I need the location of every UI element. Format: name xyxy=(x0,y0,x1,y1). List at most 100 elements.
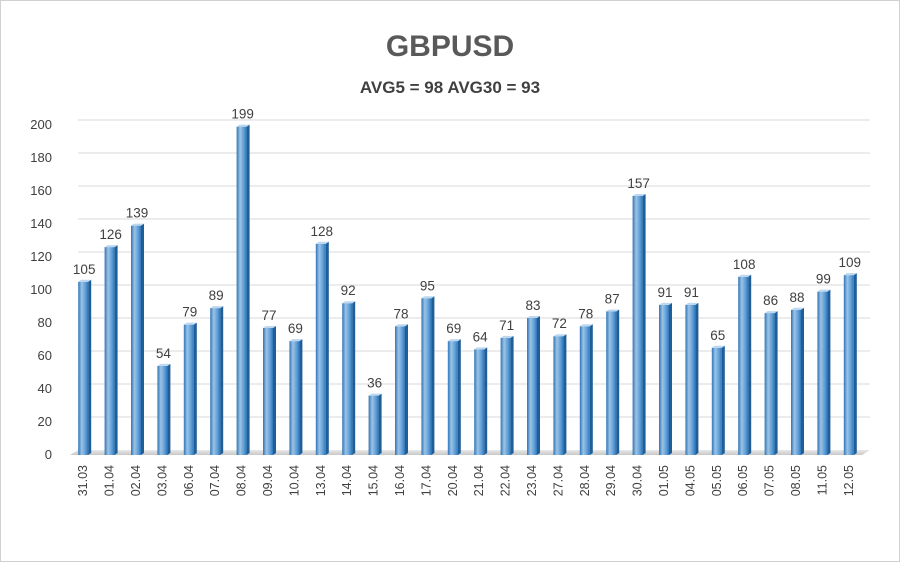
x-tick-label: 05.05 xyxy=(710,465,724,496)
bar-front xyxy=(764,313,775,455)
chart-title: GBPUSD xyxy=(385,30,515,63)
data-label: 128 xyxy=(311,224,334,239)
bar-front xyxy=(315,243,326,455)
bar-top xyxy=(263,325,276,328)
x-tick-label: 02.04 xyxy=(129,465,143,496)
x-tick-label: 12.05 xyxy=(842,465,856,496)
bar-top xyxy=(527,316,540,319)
bar-front xyxy=(78,281,89,455)
y-tick-label: 0 xyxy=(45,447,52,462)
bar-front xyxy=(711,347,722,455)
data-label: 65 xyxy=(710,328,725,343)
x-tick-label: 23.04 xyxy=(525,465,539,496)
data-label: 78 xyxy=(578,306,593,321)
x-tick-label: 21.04 xyxy=(472,465,486,496)
bar-front xyxy=(395,326,405,455)
bar-top xyxy=(659,302,672,305)
bar-top xyxy=(315,241,329,244)
bar xyxy=(131,223,144,455)
bar xyxy=(579,324,593,455)
y-tick-label: 120 xyxy=(30,249,52,264)
bar-top xyxy=(632,193,646,196)
bar xyxy=(289,339,303,455)
data-label: 92 xyxy=(341,283,356,298)
bar-side xyxy=(774,311,778,455)
x-tick-label: 04.05 xyxy=(683,465,697,496)
x-tick-label: 11.05 xyxy=(815,465,829,495)
bars xyxy=(78,124,857,456)
bar-top xyxy=(78,279,92,282)
bar xyxy=(157,363,171,455)
x-tick-label: 14.04 xyxy=(340,465,354,496)
bar-top xyxy=(500,335,514,338)
x-tick-label: 20.04 xyxy=(446,465,460,496)
bar-top xyxy=(791,307,804,310)
x-tick-label: 06.05 xyxy=(736,465,750,496)
bar-top xyxy=(817,289,831,292)
y-axis-ticks: 0 20 40 60 80 100 120 140 160 180 200 xyxy=(30,117,52,462)
bar-front xyxy=(527,318,537,455)
x-tick-label: 06.04 xyxy=(182,465,196,496)
x-tick-label: 27.04 xyxy=(551,465,565,496)
bar-front xyxy=(500,337,511,455)
bar xyxy=(395,324,408,455)
x-tick-label: 08.04 xyxy=(235,465,249,496)
bar-front xyxy=(843,275,854,455)
data-label: 83 xyxy=(525,298,540,313)
bar-front xyxy=(104,247,115,455)
data-label: 87 xyxy=(605,291,620,306)
bar-front xyxy=(606,311,617,455)
x-tick-label: 28.04 xyxy=(578,465,592,496)
data-label: 54 xyxy=(156,346,172,361)
x-tick-label: 17.04 xyxy=(419,465,433,496)
bar xyxy=(421,296,435,455)
bar-front xyxy=(685,304,696,455)
data-label: 91 xyxy=(684,285,699,300)
x-tick-label: 22.04 xyxy=(499,465,513,496)
bar-front xyxy=(447,341,458,455)
x-axis-labels: 31.03 01.04 02.04 03.04 06.04 07.04 08.04 09.04… xyxy=(76,465,856,496)
bar-front xyxy=(183,324,194,455)
bar-top xyxy=(131,223,144,226)
data-label: 77 xyxy=(261,308,276,323)
bar-side xyxy=(457,339,461,455)
bar xyxy=(606,309,620,455)
x-tick-label: 13.04 xyxy=(314,465,328,496)
bar-front xyxy=(738,276,749,455)
bar xyxy=(527,316,540,455)
data-label: 157 xyxy=(627,176,650,191)
data-label: 109 xyxy=(839,255,862,270)
data-label: 64 xyxy=(473,329,489,344)
data-label: 36 xyxy=(367,376,382,391)
bar-top xyxy=(764,311,778,314)
bar xyxy=(659,302,672,455)
bar-front xyxy=(579,326,590,455)
bar-side xyxy=(141,223,144,455)
data-label: 72 xyxy=(552,316,567,331)
bar-front xyxy=(474,349,485,455)
y-tick-label: 80 xyxy=(38,315,52,330)
bar xyxy=(263,325,276,455)
bar-top xyxy=(210,306,224,309)
bar-top xyxy=(606,309,620,312)
bar xyxy=(368,393,382,455)
bar-top xyxy=(738,274,752,277)
x-tick-label: 31.03 xyxy=(76,465,90,496)
bar xyxy=(738,274,752,455)
bar xyxy=(447,339,461,455)
bar xyxy=(791,307,804,455)
bar-front xyxy=(791,309,801,455)
bar xyxy=(500,335,514,455)
bar-side xyxy=(378,393,382,455)
bar-side xyxy=(114,245,118,455)
data-label: 108 xyxy=(733,257,756,272)
bar xyxy=(685,302,699,455)
data-label: 79 xyxy=(182,305,197,320)
x-tick-label: 07.05 xyxy=(763,465,777,496)
data-label: 199 xyxy=(231,107,254,122)
data-label: 126 xyxy=(99,227,122,242)
bar xyxy=(843,273,857,455)
data-label: 78 xyxy=(393,306,408,321)
bar-side xyxy=(537,316,540,455)
bar-top xyxy=(183,322,197,325)
